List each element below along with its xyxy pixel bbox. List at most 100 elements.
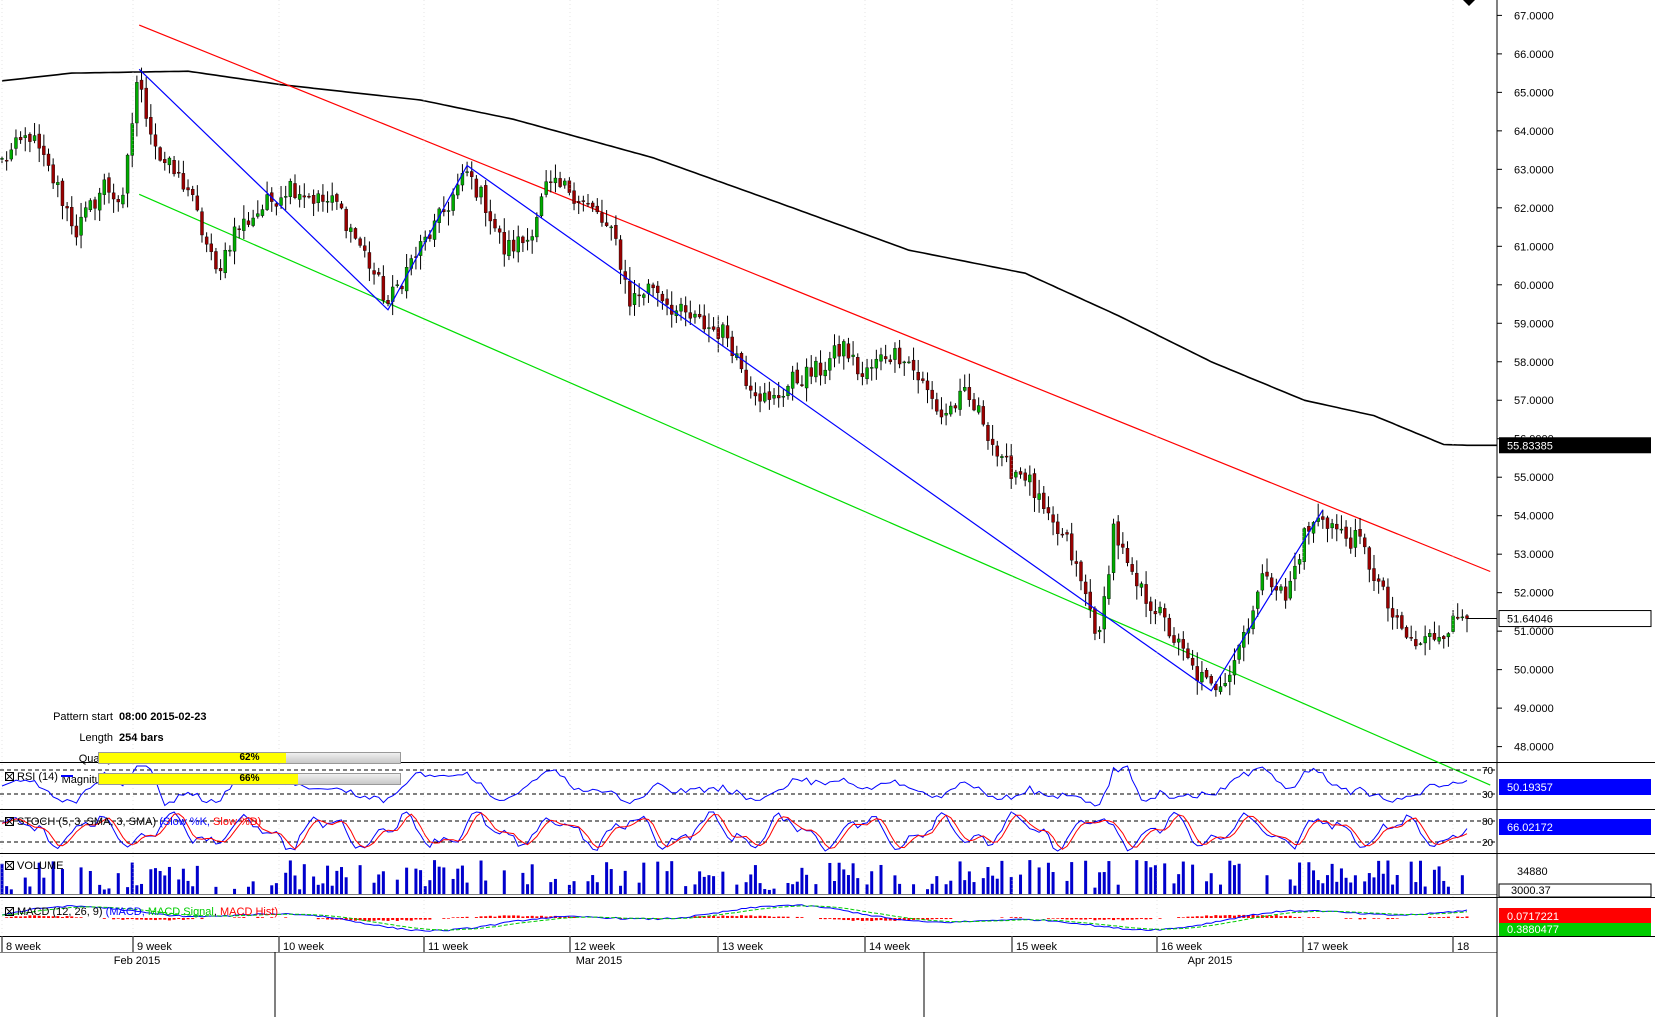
volume-bar: [1386, 860, 1390, 894]
macd-hist-bar: [930, 918, 934, 920]
close-icon[interactable]: [5, 861, 14, 870]
macd-hist-bar: [795, 916, 799, 918]
macd-hist-bar: [284, 917, 288, 918]
macd-hist-bar: [1442, 917, 1446, 918]
y-tick-label: 61.0000: [1514, 241, 1554, 253]
macd-hist-bar: [786, 916, 790, 918]
volume-bar: [1377, 860, 1381, 894]
macd-hist-bar: [349, 918, 353, 921]
macd-hist-bar: [60, 916, 64, 918]
candle-body: [1162, 608, 1167, 618]
macd-hist-bar: [460, 917, 464, 918]
candle-body: [888, 359, 893, 362]
candle-body: [330, 195, 334, 203]
volume-bar: [465, 882, 469, 894]
volume-bar: [856, 878, 860, 894]
candle-body: [177, 172, 181, 174]
stoch-value-box: [1499, 819, 1651, 835]
macd-hist-bar: [242, 917, 246, 918]
volume-bar: [274, 883, 278, 894]
volume-bar: [163, 875, 167, 894]
volume-bar: [837, 862, 841, 894]
candle-body: [14, 137, 18, 149]
volume-bar: [846, 875, 850, 894]
volume-bar: [23, 877, 27, 894]
stoch-pane-label[interactable]: STOCH (5, 3, SMA, 3, SMA) (Slow %K, Slow…: [5, 816, 261, 828]
candle-body: [535, 217, 539, 238]
candle-body: [986, 425, 990, 441]
close-icon[interactable]: [5, 907, 14, 916]
candle-body: [530, 236, 534, 241]
volume-bar: [530, 864, 534, 894]
candle-body: [1037, 493, 1041, 500]
candle-body: [1190, 657, 1195, 666]
macd-hist-bar: [767, 916, 771, 918]
quality-bar-text: 62%: [239, 752, 260, 763]
volume-bar: [149, 869, 153, 894]
macd-hist-bar: [944, 918, 948, 920]
candle-body: [1395, 615, 1399, 618]
volume-bar: [721, 871, 725, 894]
y-tick-label: 58.0000: [1514, 357, 1554, 369]
candle-body: [665, 298, 669, 305]
volume-bar: [344, 877, 348, 894]
candle-body: [172, 160, 176, 175]
candle-body: [804, 366, 809, 389]
macd-hist-bar: [237, 917, 241, 918]
volume-bar: [865, 884, 869, 894]
macd-hist-bar: [446, 918, 450, 919]
candle-body: [237, 228, 241, 230]
macd-hist-bar: [1065, 918, 1069, 920]
candle-body: [851, 354, 855, 357]
candle-body: [1130, 564, 1134, 572]
y-tick-label: 60.0000: [1514, 280, 1554, 292]
volume-bar: [1460, 875, 1464, 894]
macd-hist-bar: [535, 916, 539, 918]
candle-body: [883, 356, 888, 360]
macd-hist-bar: [33, 915, 37, 918]
stoch-legend-k: (Slow %K: [159, 816, 207, 828]
candle-body: [907, 361, 911, 364]
macd-hist-bar: [1256, 915, 1260, 918]
macd-legend-macd: (MACD: [105, 906, 142, 918]
candle-body: [325, 201, 330, 203]
volume-pane-label[interactable]: VOLUME: [5, 860, 63, 872]
close-icon[interactable]: [5, 817, 14, 826]
volume-bar: [1153, 865, 1157, 894]
macd-hist-bar: [19, 916, 23, 918]
stoch-label: STOCH (5, 3, SMA, 3, SMA): [17, 816, 157, 828]
volume-bar: [181, 868, 185, 894]
macd-hist-bar: [712, 915, 716, 918]
candle-body: [1288, 580, 1292, 599]
volume-bar: [586, 881, 590, 894]
volume-bar: [1312, 870, 1316, 894]
volume-bar: [1442, 880, 1446, 894]
volume-bar: [1395, 875, 1399, 894]
volume-bar: [1116, 884, 1120, 894]
volume-bar: [749, 874, 753, 894]
candle-body: [190, 189, 195, 195]
length-key: Length: [79, 732, 113, 744]
candle-body: [1335, 523, 1339, 530]
candle-body: [42, 145, 46, 155]
macd-hist-bar: [37, 915, 41, 918]
volume-bar: [958, 861, 962, 894]
candle-body: [195, 195, 200, 211]
macd-hist-bar: [832, 918, 836, 920]
macd-hist-bar: [1395, 918, 1399, 919]
candle-body: [1302, 528, 1306, 562]
macd-hist-bar: [716, 916, 720, 918]
macd-hist-bar: [116, 918, 120, 919]
macd-hist-bar: [381, 918, 385, 921]
volume-bar: [405, 867, 409, 894]
y-tick-label: 63.0000: [1514, 164, 1554, 176]
candle-body: [1321, 516, 1325, 520]
candle-body: [1116, 521, 1120, 546]
volume-bar: [926, 889, 930, 894]
close-icon[interactable]: [5, 772, 14, 781]
rsi-pane-label[interactable]: RSI (14): [5, 771, 74, 783]
candle-body: [288, 180, 293, 197]
macd-hist-bar: [135, 918, 139, 920]
macd-pane-label[interactable]: MACD (12, 26, 9) (MACD, MACD Signal, MAC…: [5, 906, 278, 918]
y-tick-label: 59.0000: [1514, 318, 1554, 330]
